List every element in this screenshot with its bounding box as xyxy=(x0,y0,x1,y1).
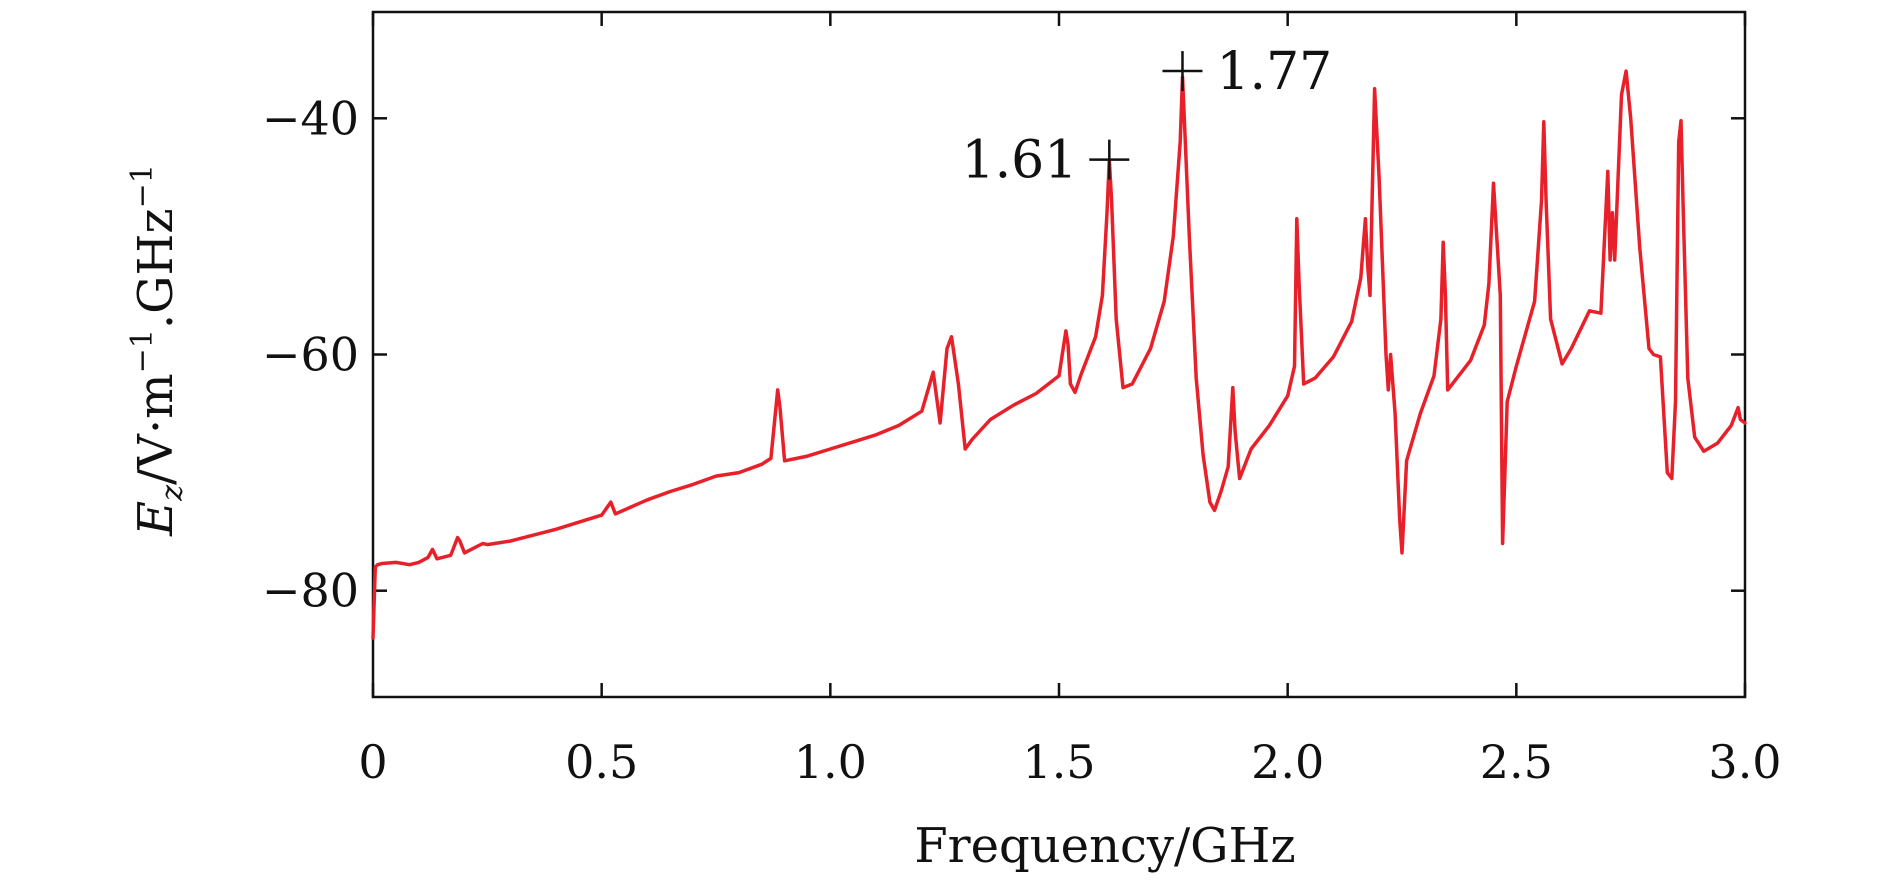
x-tick-label: 0 xyxy=(358,735,387,789)
y-axis-label-unit-a: /V·m xyxy=(128,373,184,485)
y-tick-label: −40 xyxy=(262,91,359,145)
y-axis-label-exp-a: −1 xyxy=(125,329,160,373)
plot-border xyxy=(371,10,1747,699)
x-axis-ticks: 0 0.5 1.0 1.5 2.0 2.5 3.0 xyxy=(358,12,1782,789)
y-axis-ticks: −40 −60 −80 xyxy=(262,91,1745,618)
x-tick-label: 2.0 xyxy=(1251,735,1324,789)
series-line xyxy=(371,69,1747,640)
y-axis-label-sub: z xyxy=(155,485,190,502)
x-tick-label: 2.5 xyxy=(1480,735,1553,789)
series-layer xyxy=(371,69,1747,640)
annotation-label: 1.61 xyxy=(962,131,1078,191)
annotations: 1.61 1.77 xyxy=(962,42,1333,191)
x-tick-label: 1.0 xyxy=(794,735,867,789)
x-tick-label: 1.5 xyxy=(1022,735,1095,789)
y-tick-label: −60 xyxy=(262,328,359,382)
plot-frame xyxy=(371,10,1747,699)
x-axis-label: Frequency/GHz xyxy=(914,818,1295,874)
y-tick-label: −80 xyxy=(262,564,359,618)
y-axis-label-base: E xyxy=(128,501,184,537)
y-axis-label: Ez/V·m−1.GHz−1 xyxy=(125,164,190,537)
x-tick-label: 3.0 xyxy=(1708,735,1781,789)
y-axis-label-exp-b: −1 xyxy=(125,164,160,208)
x-tick-label: 0.5 xyxy=(565,735,638,789)
annotation-label: 1.77 xyxy=(1216,42,1332,102)
y-axis-label-unit-b: .GHz xyxy=(128,208,184,329)
